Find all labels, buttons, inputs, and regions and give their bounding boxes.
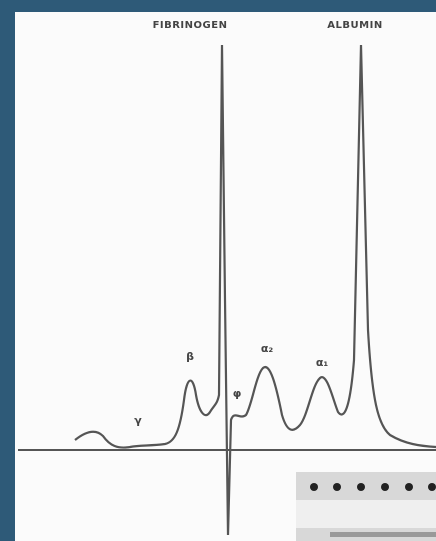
density-curve bbox=[75, 45, 436, 535]
albumin-label: ALBUMIN bbox=[327, 20, 382, 31]
page: {"header": {"fibrinogen": "FIBRINOGEN", … bbox=[0, 0, 436, 541]
peak-label: α₂ bbox=[261, 342, 274, 355]
peak-label: β bbox=[186, 350, 194, 363]
peak-label: γ bbox=[134, 414, 142, 427]
gel-strip bbox=[296, 472, 436, 541]
peak-label: α₁ bbox=[316, 356, 329, 369]
fibrinogen-label: FIBRINOGEN bbox=[153, 20, 228, 31]
electrophoresis-figure: FIBRINOGEN ALBUMIN γ β φ α₂ α₁ bbox=[0, 0, 436, 541]
peak-label: φ bbox=[233, 387, 242, 400]
